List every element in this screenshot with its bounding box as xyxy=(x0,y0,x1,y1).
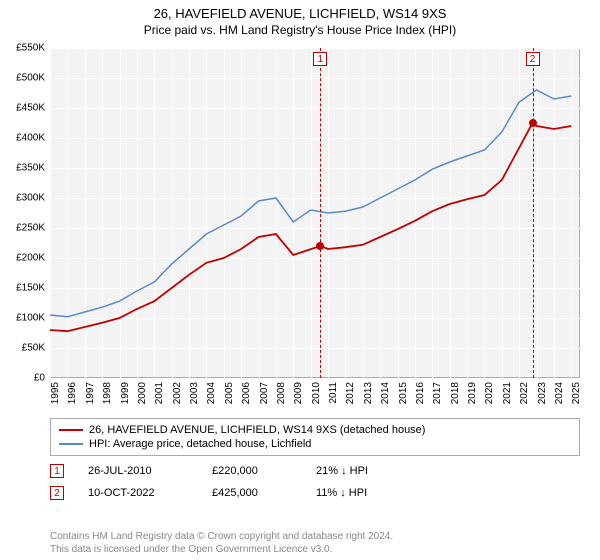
xtick-label: 2007 xyxy=(259,382,270,404)
ytick-label: £150K xyxy=(0,283,45,294)
sale-price: £425,000 xyxy=(212,487,292,499)
sale-marker-box: 2 xyxy=(526,52,540,66)
sale-marker-box: 1 xyxy=(50,464,64,478)
sale-row: 1 26-JUL-2010 £220,000 21% ↓ HPI xyxy=(50,460,580,482)
xtick-label: 2019 xyxy=(467,382,478,404)
series-line-property xyxy=(50,123,571,331)
sale-date: 26-JUL-2010 xyxy=(88,465,188,477)
xtick-label: 2015 xyxy=(398,382,409,404)
xtick-label: 1996 xyxy=(67,382,78,404)
sale-dot xyxy=(529,119,537,127)
xtick-label: 1998 xyxy=(102,382,113,404)
sale-delta: 11% ↓ HPI xyxy=(316,487,416,499)
series-line-hpi xyxy=(50,90,571,317)
ytick-label: £500K xyxy=(0,73,45,84)
xtick-label: 2023 xyxy=(537,382,548,404)
xtick-label: 2012 xyxy=(345,382,356,404)
xtick-label: 2022 xyxy=(519,382,530,404)
sale-delta: 21% ↓ HPI xyxy=(316,465,416,477)
gridline-h xyxy=(50,378,580,379)
xtick-label: 2021 xyxy=(502,382,513,404)
xtick-label: 2013 xyxy=(363,382,374,404)
sale-date: 10-OCT-2022 xyxy=(88,487,188,499)
chart-lines xyxy=(50,48,580,378)
xtick-label: 2025 xyxy=(571,382,582,404)
xtick-label: 2008 xyxy=(276,382,287,404)
xtick-label: 2006 xyxy=(241,382,252,404)
ytick-label: £250K xyxy=(0,223,45,234)
sale-price: £220,000 xyxy=(212,465,292,477)
legend: 26, HAVEFIELD AVENUE, LICHFIELD, WS14 9X… xyxy=(50,418,580,456)
xtick-label: 2002 xyxy=(172,382,183,404)
legend-label: HPI: Average price, detached house, Lich… xyxy=(89,438,311,450)
chart-subtitle: Price paid vs. HM Land Registry's House … xyxy=(0,21,600,37)
xtick-label: 1995 xyxy=(50,382,61,404)
footer-line: Contains HM Land Registry data © Crown c… xyxy=(50,530,580,543)
footer-license: Contains HM Land Registry data © Crown c… xyxy=(50,530,580,556)
ytick-label: £350K xyxy=(0,163,45,174)
ytick-label: £400K xyxy=(0,133,45,144)
legend-swatch xyxy=(59,429,83,431)
xtick-label: 2018 xyxy=(450,382,461,404)
ytick-label: £200K xyxy=(0,253,45,264)
ytick-label: £100K xyxy=(0,313,45,324)
legend-swatch xyxy=(59,443,83,445)
xtick-label: 2009 xyxy=(293,382,304,404)
sale-marker-line xyxy=(320,48,321,378)
xtick-label: 2010 xyxy=(311,382,322,404)
sale-marker-box: 1 xyxy=(313,52,327,66)
ytick-label: £550K xyxy=(0,43,45,54)
xtick-label: 2017 xyxy=(432,382,443,404)
legend-label: 26, HAVEFIELD AVENUE, LICHFIELD, WS14 9X… xyxy=(89,424,425,436)
ytick-label: £450K xyxy=(0,103,45,114)
sale-dot xyxy=(316,242,324,250)
xtick-label: 2016 xyxy=(415,382,426,404)
xtick-label: 1997 xyxy=(85,382,96,404)
footer-line: This data is licensed under the Open Gov… xyxy=(50,543,580,556)
xtick-label: 2020 xyxy=(484,382,495,404)
sale-marker-line xyxy=(533,48,534,378)
xtick-label: 1999 xyxy=(120,382,131,404)
ytick-label: £50K xyxy=(0,343,45,354)
legend-item-property: 26, HAVEFIELD AVENUE, LICHFIELD, WS14 9X… xyxy=(59,423,571,437)
xtick-label: 2003 xyxy=(189,382,200,404)
xtick-label: 2014 xyxy=(380,382,391,404)
sales-table: 1 26-JUL-2010 £220,000 21% ↓ HPI 2 10-OC… xyxy=(50,460,580,504)
xtick-label: 2011 xyxy=(328,382,339,404)
sale-row: 2 10-OCT-2022 £425,000 11% ↓ HPI xyxy=(50,482,580,504)
xtick-label: 2005 xyxy=(224,382,235,404)
ytick-label: £300K xyxy=(0,193,45,204)
chart-area: 12 £0£50K£100K£150K£200K£250K£300K£350K£… xyxy=(50,48,580,378)
xtick-label: 2001 xyxy=(154,382,165,404)
legend-item-hpi: HPI: Average price, detached house, Lich… xyxy=(59,437,571,451)
xtick-label: 2000 xyxy=(137,382,148,404)
ytick-label: £0 xyxy=(0,373,45,384)
xtick-label: 2004 xyxy=(206,382,217,404)
sale-marker-box: 2 xyxy=(50,486,64,500)
xtick-label: 2024 xyxy=(554,382,565,404)
chart-title: 26, HAVEFIELD AVENUE, LICHFIELD, WS14 9X… xyxy=(0,0,600,21)
